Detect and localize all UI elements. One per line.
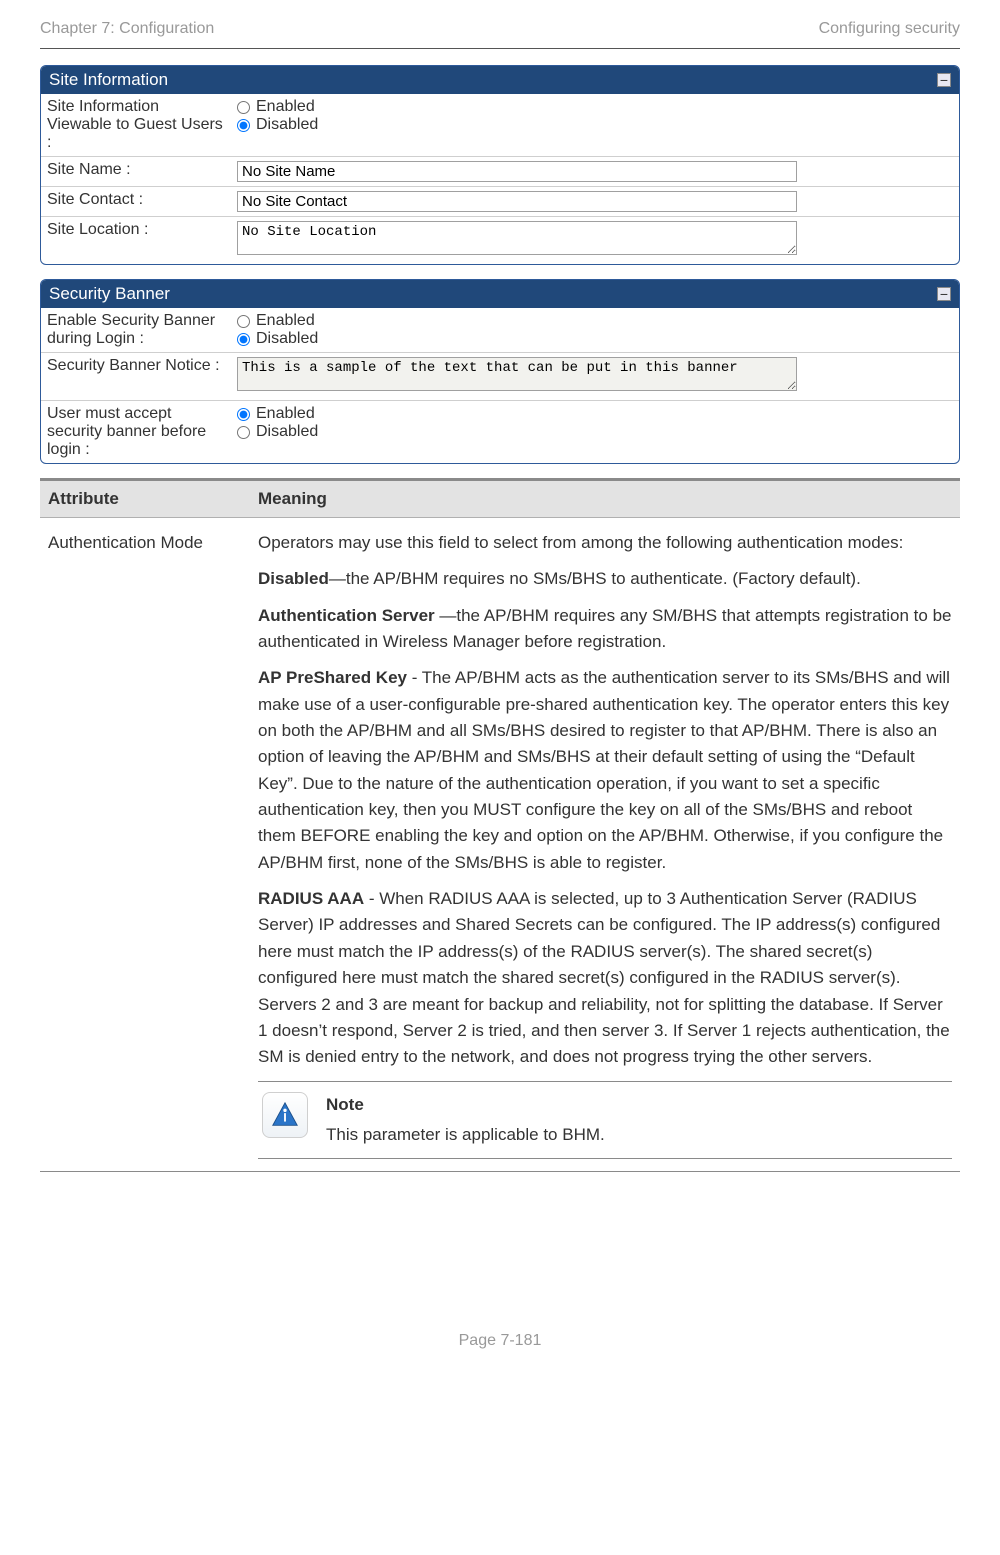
radius-text: - When RADIUS AAA is selected, up to 3 A… xyxy=(258,889,950,1066)
accept-banner-label: User must accept security banner before … xyxy=(41,401,231,463)
site-name-input[interactable] xyxy=(237,161,797,182)
disabled-label: Disabled xyxy=(256,423,318,441)
intro-text: Operators may use this field to select f… xyxy=(258,530,952,556)
security-banner-title: Security Banner xyxy=(49,284,170,304)
site-contact-label: Site Contact : xyxy=(41,187,231,216)
site-viewable-enabled-radio[interactable] xyxy=(237,101,250,114)
site-location-label: Site Location : xyxy=(41,217,231,264)
enabled-label: Enabled xyxy=(256,98,315,116)
banner-notice-input[interactable] xyxy=(237,357,797,391)
security-banner-panel: Security Banner − Enable Security Banner… xyxy=(40,279,960,464)
enabled-label: Enabled xyxy=(256,312,315,330)
radius-bold: RADIUS AAA xyxy=(258,889,364,908)
accept-banner-enabled-radio[interactable] xyxy=(237,408,250,421)
page-header: Chapter 7: Configuration Configuring sec… xyxy=(40,20,960,49)
collapse-icon[interactable]: − xyxy=(937,73,951,87)
auth-mode-label: Authentication Mode xyxy=(40,518,250,1172)
enable-banner-disabled-radio[interactable] xyxy=(237,333,250,346)
site-information-panel: Site Information − Site Information View… xyxy=(40,65,960,265)
site-information-header: Site Information − xyxy=(41,66,959,94)
page-footer: Page 7-181 xyxy=(40,1332,960,1350)
accept-banner-disabled-radio[interactable] xyxy=(237,426,250,439)
site-information-title: Site Information xyxy=(49,70,168,90)
security-banner-header: Security Banner − xyxy=(41,280,959,308)
disabled-bold: Disabled xyxy=(258,569,329,588)
disabled-label: Disabled xyxy=(256,116,318,134)
note-icon xyxy=(262,1092,308,1138)
site-location-input[interactable] xyxy=(237,221,797,255)
attr-header: Attribute xyxy=(40,480,250,518)
collapse-icon[interactable]: − xyxy=(937,287,951,301)
enabled-label: Enabled xyxy=(256,405,315,423)
authserver-bold: Authentication Server xyxy=(258,606,439,625)
header-left: Chapter 7: Configuration xyxy=(40,20,214,38)
disabled-text: —the AP/BHM requires no SMs/BHS to authe… xyxy=(329,569,861,588)
site-name-label: Site Name : xyxy=(41,157,231,186)
attribute-table: Attribute Meaning Authentication Mode Op… xyxy=(40,478,960,1172)
note-block: Note This parameter is applicable to BHM… xyxy=(258,1081,952,1160)
disabled-label: Disabled xyxy=(256,330,318,348)
site-viewable-label: Site Information Viewable to Guest Users… xyxy=(41,94,231,156)
site-contact-input[interactable] xyxy=(237,191,797,212)
header-right: Configuring security xyxy=(819,20,960,38)
note-title: Note xyxy=(326,1092,952,1118)
banner-notice-label: Security Banner Notice : xyxy=(41,353,231,400)
psk-text: - The AP/BHM acts as the authentication … xyxy=(258,668,950,871)
note-text: This parameter is applicable to BHM. xyxy=(326,1122,952,1148)
psk-bold: AP PreShared Key xyxy=(258,668,407,687)
meaning-header: Meaning xyxy=(250,480,960,518)
enable-banner-enabled-radio[interactable] xyxy=(237,315,250,328)
auth-mode-meaning: Operators may use this field to select f… xyxy=(250,518,960,1172)
enable-banner-label: Enable Security Banner during Login : xyxy=(41,308,231,352)
site-viewable-disabled-radio[interactable] xyxy=(237,119,250,132)
